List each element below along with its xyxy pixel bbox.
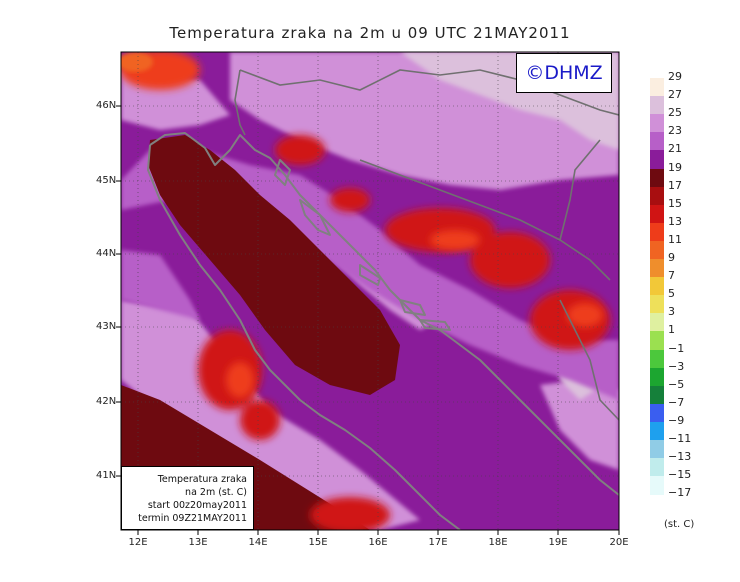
legend-swatch	[650, 440, 664, 459]
lat-lon-grid	[121, 52, 619, 530]
legend-label: −17	[668, 486, 692, 500]
lon-label-17: 17E	[428, 537, 448, 548]
legend-swatch	[650, 186, 664, 206]
legend-label: −7	[668, 395, 685, 409]
adriatic-sea	[148, 135, 400, 395]
legend-label: −15	[668, 468, 692, 482]
lat-label-42: 42N	[96, 396, 117, 407]
legend-label: 15	[668, 196, 682, 210]
lon-label-18: 18E	[488, 537, 508, 548]
lat-label-43: 43N	[96, 321, 117, 332]
legend-label: −13	[668, 450, 692, 464]
legend-label: 5	[668, 287, 675, 301]
legend-swatch	[650, 403, 664, 423]
lon-label-20: 20E	[609, 537, 629, 548]
legend-swatch	[650, 331, 664, 350]
info-line-3: start 00z20may2011	[147, 500, 247, 511]
legend-swatch	[650, 277, 664, 296]
legend-label: −3	[668, 359, 685, 373]
legend-label: 3	[668, 305, 675, 319]
legend-swatch	[650, 204, 664, 224]
lat-ticks	[116, 105, 121, 477]
lon-label-13: 13E	[188, 537, 208, 548]
legend-label: 23	[668, 124, 682, 138]
legend-label: −11	[668, 432, 692, 445]
legend-swatch	[650, 421, 664, 441]
legend-label: −1	[668, 341, 685, 355]
legend-label: 9	[668, 251, 675, 264]
legend-swatch	[650, 349, 664, 369]
copyright-box: ©DHMZ	[516, 53, 612, 93]
hottest-spot	[121, 52, 153, 72]
legend-label: 21	[668, 142, 682, 156]
legend-swatch	[650, 240, 664, 260]
legend-swatch	[650, 114, 664, 133]
legend-swatch	[650, 168, 664, 188]
info-line-2: na 2m (st. C)	[185, 487, 247, 498]
info-box: Temperatura zraka na 2m (st. C) start 00…	[121, 466, 254, 530]
legend-swatch	[650, 150, 664, 169]
info-line-4: termin 09Z21MAY2011	[138, 513, 247, 524]
lat-label-44: 44N	[96, 248, 117, 259]
legend-swatch	[650, 78, 664, 97]
lon-label-14: 14E	[248, 537, 268, 548]
legend-swatch	[650, 476, 664, 495]
legend-swatch	[650, 259, 664, 278]
legend-label: 29	[668, 70, 682, 83]
legend-swatch	[650, 222, 664, 242]
legend-label: 1	[668, 323, 675, 337]
map-title: Temperatura zraka na 2m u 09 UTC 21MAY20…	[169, 24, 571, 42]
lon-label-12: 12E	[128, 537, 148, 548]
lon-label-19: 19E	[548, 537, 568, 548]
legend-swatch	[650, 96, 664, 115]
lon-ticks	[137, 530, 620, 535]
legend-swatch	[650, 132, 664, 151]
hot-areas	[121, 52, 603, 398]
legend-label: 13	[668, 214, 682, 228]
legend-label: 25	[668, 106, 682, 120]
legend-unit: (st. C)	[664, 519, 695, 530]
legend-label: −5	[668, 377, 685, 391]
legend-swatch	[650, 313, 664, 332]
legend-label: 11	[668, 232, 682, 246]
legend-label: −9	[668, 413, 685, 427]
legend-swatch	[650, 385, 664, 405]
legend-swatch	[650, 458, 664, 477]
country-borders	[234, 69, 619, 421]
lat-label-41: 41N	[96, 470, 117, 481]
lon-label-15: 15E	[308, 537, 328, 548]
lat-label-46: 46N	[96, 100, 117, 111]
legend-label: 17	[668, 178, 682, 192]
legend-label: 27	[668, 88, 682, 102]
legend-swatch	[650, 295, 664, 314]
coastlines	[147, 132, 619, 530]
lat-label-45: 45N	[96, 175, 117, 186]
legend-label: 19	[668, 160, 682, 174]
legend-label: 7	[668, 269, 675, 283]
lon-label-16: 16E	[368, 537, 388, 548]
info-line-1: Temperatura zraka	[157, 474, 247, 485]
legend-swatch	[650, 367, 664, 387]
